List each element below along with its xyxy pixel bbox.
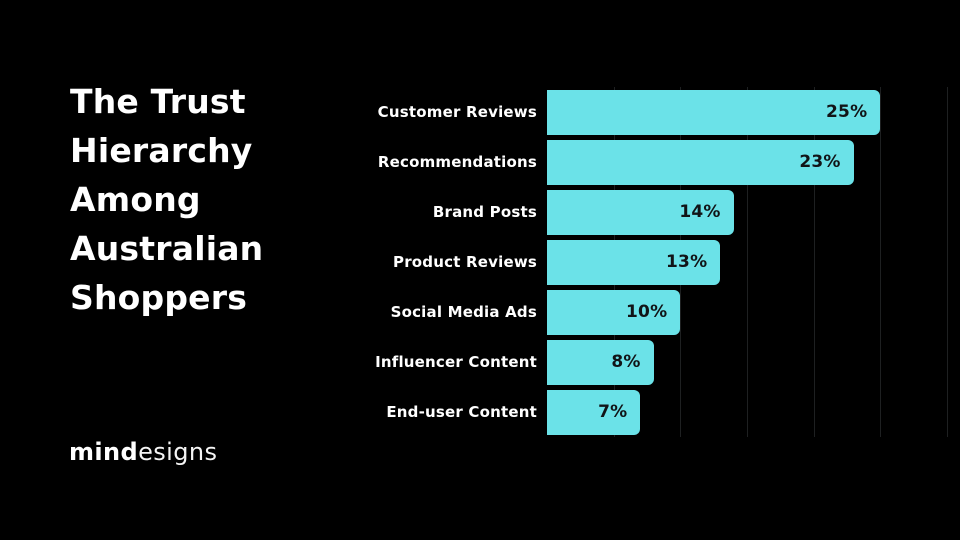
category-label: Social Media Ads — [390, 303, 537, 321]
bar-value-label: 13% — [666, 252, 708, 272]
bar-row: 14% — [547, 187, 947, 237]
brand-logo: mindesigns — [69, 438, 217, 466]
category-label: Brand Posts — [432, 203, 537, 221]
bar-value-label: 7% — [598, 402, 628, 422]
category-label: End-user Content — [386, 403, 537, 421]
bar-row: 10% — [547, 287, 947, 337]
bars: 25% 23% 14% 13% 10% 8% 7% — [547, 87, 947, 437]
bar: 25% — [547, 89, 881, 135]
bar-row: 23% — [547, 137, 947, 187]
chart-category-labels: Customer Reviews Recommendations Brand Pos… — [297, 87, 537, 437]
bar-row: 7% — [547, 387, 947, 437]
bar-value-label: 23% — [799, 152, 841, 172]
category-label: Customer Reviews — [377, 103, 537, 121]
bar: 13% — [547, 239, 721, 285]
category-label: Influencer Content — [375, 353, 537, 371]
bar-value-label: 8% — [611, 352, 641, 372]
bar-row: 25% — [547, 87, 947, 137]
logo-text-bold: mind — [69, 438, 139, 466]
bar: 14% — [547, 189, 734, 235]
bar-chart: 25% 23% 14% 13% 10% 8% 7% — [547, 87, 948, 437]
category-label: Product Reviews — [393, 253, 537, 271]
bar-value-label: 25% — [826, 102, 868, 122]
category-label: Recommendations — [377, 153, 537, 171]
gridline — [747, 87, 748, 437]
gridline — [947, 87, 948, 437]
bar: 7% — [547, 389, 641, 435]
page-title: The Trust Hierarchy Among Australian Sho… — [70, 82, 264, 317]
bar: 23% — [547, 139, 854, 185]
bar-value-label: 10% — [626, 302, 668, 322]
bar: 10% — [547, 289, 681, 335]
bar-value-label: 14% — [679, 202, 721, 222]
bar-row: 13% — [547, 237, 947, 287]
gridline — [813, 87, 815, 437]
logo-text-light: esigns — [138, 438, 218, 466]
bar: 8% — [547, 339, 654, 385]
bar-row: 8% — [547, 337, 947, 387]
gridline — [880, 87, 882, 437]
